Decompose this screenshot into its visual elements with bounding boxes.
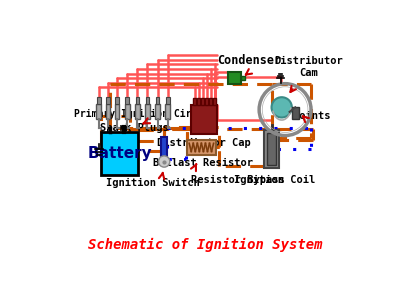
Text: Primary Ignition Circuit: Primary Ignition Circuit: [74, 109, 214, 119]
Bar: [264, 130, 280, 168]
Bar: [146, 97, 149, 104]
Bar: [106, 97, 110, 104]
Bar: [201, 98, 204, 105]
Bar: [267, 133, 276, 165]
Bar: [155, 104, 160, 119]
Text: Distributor Cap: Distributor Cap: [158, 138, 251, 148]
Text: Resistor Bypass: Resistor Bypass: [192, 175, 285, 185]
Bar: [161, 137, 167, 157]
Circle shape: [280, 105, 286, 112]
Bar: [197, 98, 200, 105]
Bar: [114, 104, 120, 119]
Text: Distributor
Cam: Distributor Cam: [274, 57, 343, 78]
Bar: [101, 132, 138, 175]
Text: Ballast Resistor: Ballast Resistor: [153, 158, 253, 168]
Text: Ignition Coil: Ignition Coil: [234, 175, 316, 185]
Bar: [136, 97, 139, 104]
Bar: [205, 98, 208, 105]
Bar: [193, 98, 196, 105]
Text: Spark Plugs: Spark Plugs: [100, 123, 168, 133]
Bar: [97, 97, 101, 104]
Bar: [145, 104, 150, 119]
Bar: [135, 104, 140, 119]
Bar: [106, 104, 110, 119]
Bar: [240, 76, 246, 80]
Text: Points: Points: [294, 111, 331, 121]
Circle shape: [158, 156, 170, 167]
Bar: [166, 97, 170, 104]
Text: Condenser: Condenser: [217, 54, 281, 67]
Bar: [228, 72, 240, 84]
Text: Schematic of Ignition System: Schematic of Ignition System: [88, 238, 322, 252]
Bar: [213, 98, 216, 105]
Circle shape: [272, 97, 292, 117]
Bar: [292, 107, 299, 119]
Bar: [192, 105, 218, 134]
Bar: [125, 97, 129, 104]
Bar: [187, 140, 216, 155]
Bar: [115, 97, 119, 104]
Text: Battery: Battery: [88, 146, 152, 161]
Bar: [96, 104, 102, 119]
Bar: [209, 98, 212, 105]
Bar: [125, 104, 130, 119]
Bar: [156, 97, 160, 104]
Bar: [165, 104, 170, 119]
Text: Ignition Switch: Ignition Switch: [106, 178, 200, 188]
